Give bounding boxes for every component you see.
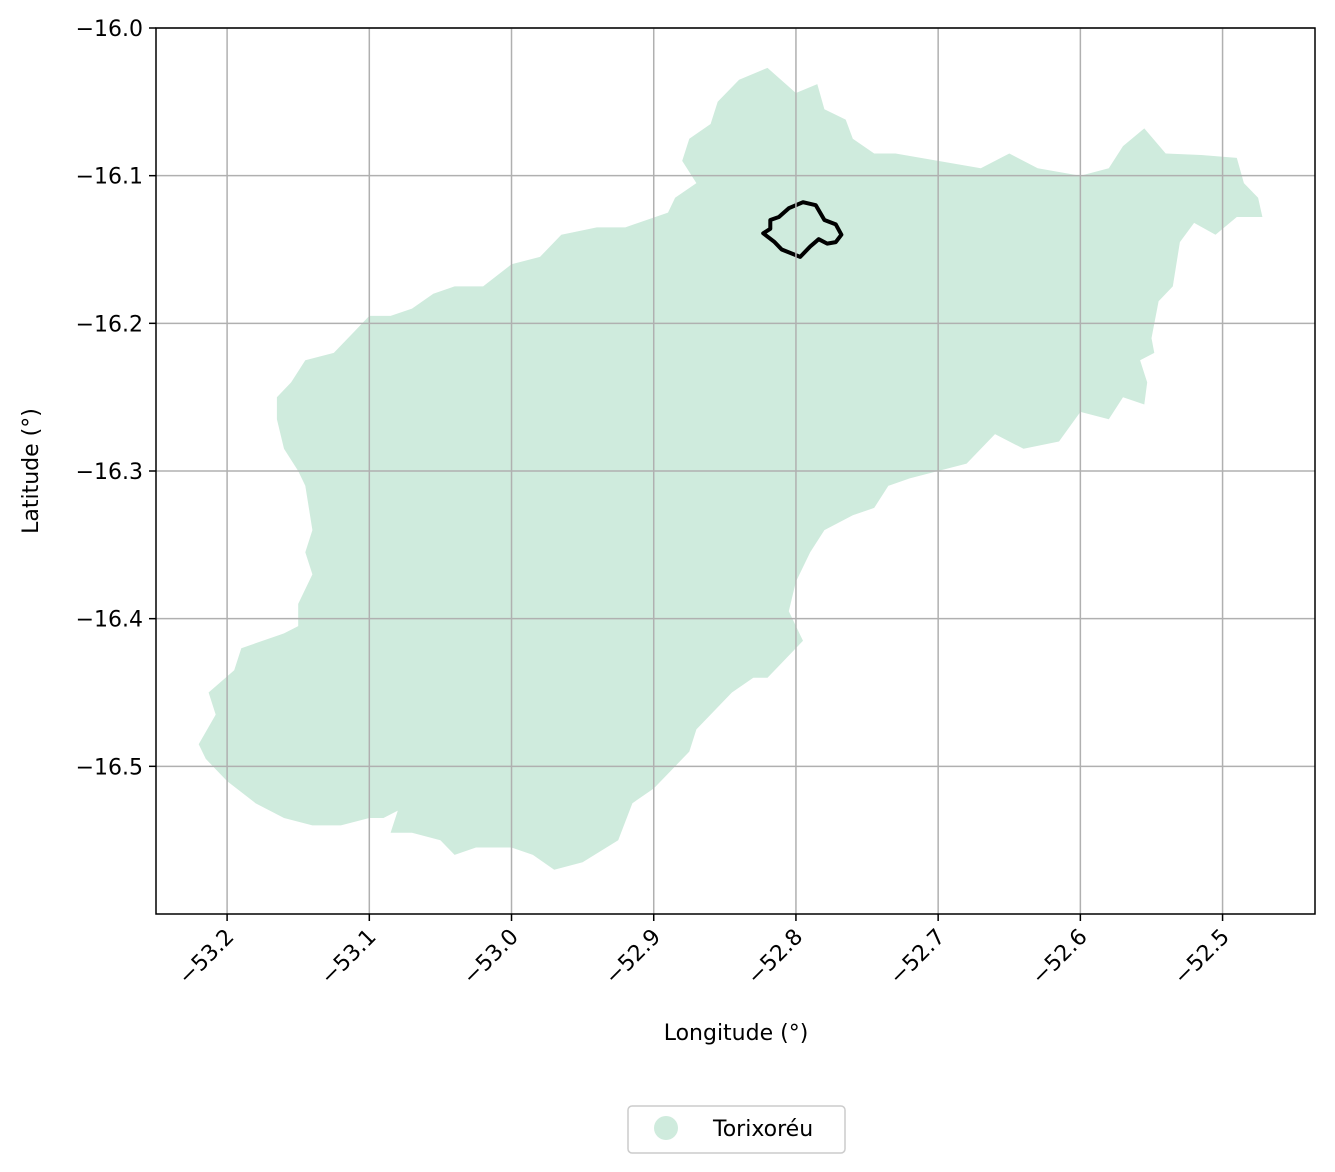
region-polygon-0 — [198, 67, 1263, 870]
highlight-outline — [761, 200, 844, 259]
x-axis-label: Longitude (°) — [664, 1021, 809, 1046]
y-tick-label-0: −16.0 — [76, 17, 143, 42]
legend-marker — [654, 1116, 678, 1140]
y-tick-label-3: −16.3 — [76, 460, 143, 485]
y-tick-label-2: −16.2 — [76, 312, 143, 337]
y-tick-label-4: −16.4 — [76, 608, 143, 633]
map-layers — [198, 67, 1263, 870]
y-tick-label-1: −16.1 — [76, 165, 143, 190]
legend-frame — [627, 1105, 846, 1154]
y-axis-ticks: −16.0 −16.1 −16.2 −16.3 −16.4 −16.5 — [76, 17, 156, 780]
y-tick-label-5: −16.5 — [76, 755, 143, 780]
legend: Torixoréu — [627, 1105, 846, 1154]
legend-label: Torixoréu — [712, 1117, 813, 1142]
y-axis-label: Latitude (°) — [19, 408, 44, 534]
